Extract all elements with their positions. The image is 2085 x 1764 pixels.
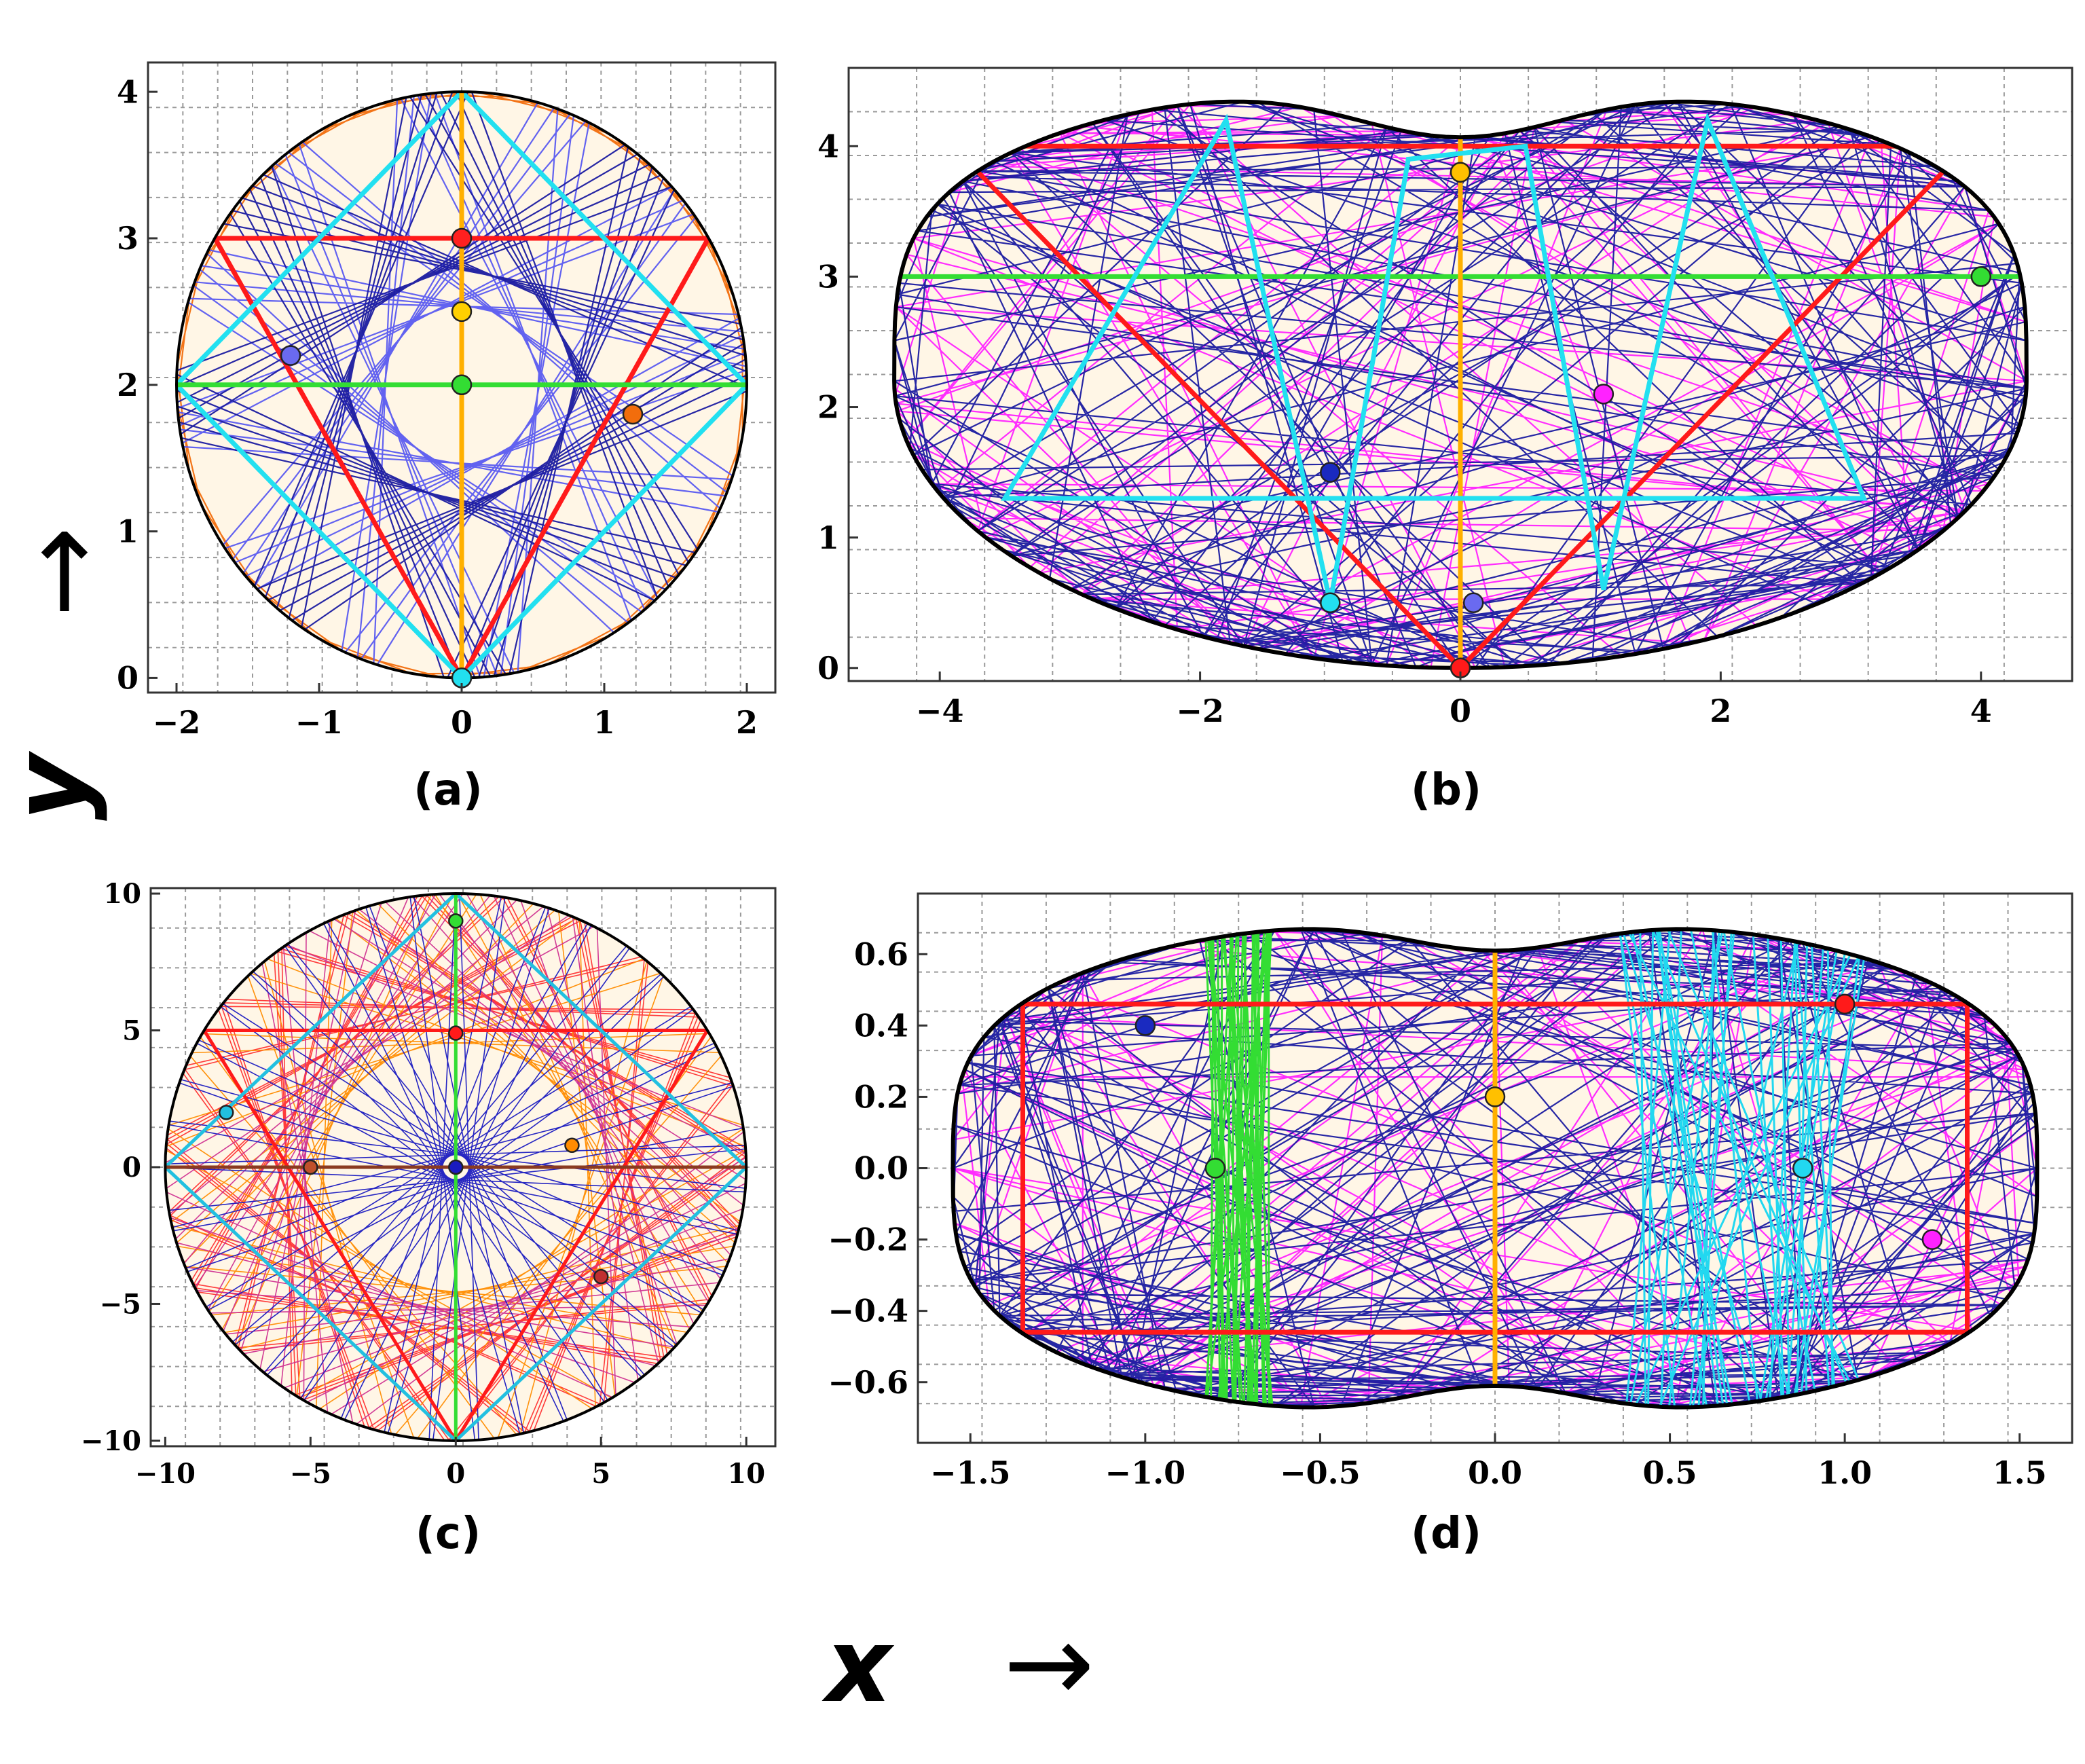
orbit-series	[165, 894, 746, 1439]
y-tick-label: −0.4	[828, 1293, 908, 1329]
x-tick-label: −1.0	[1105, 1454, 1186, 1491]
orbit-path	[177, 92, 747, 678]
y-tick-label: 4	[117, 73, 139, 110]
x-axis-arrow: →	[1003, 1600, 1094, 1727]
x-tick-label: −2	[153, 704, 201, 741]
initial-point-marker	[448, 1159, 464, 1175]
orbit-series	[177, 92, 747, 678]
y-tick-label: 2	[117, 367, 139, 403]
panel-d-plot: −1.5 −1.0 −0.5 0.0 0.5 1.0 1.5 −0.6 −0.4 −0.2 0.0 0…	[828, 892, 2073, 1491]
initial-point-marker	[564, 1137, 580, 1154]
billiard-1	[892, 99, 2029, 670]
billiard-3	[951, 927, 2040, 1410]
y-tick-label: 3	[817, 259, 839, 295]
initial-point-marker	[451, 301, 473, 323]
orbit-path	[165, 894, 746, 1439]
initial-point-marker	[1320, 592, 1341, 613]
panel-c-plot: −10 −5 0 5 10 −10 −5 0 5 10	[81, 878, 777, 1490]
x-tick-label: −10	[135, 1458, 196, 1490]
y-tick-label: 0.4	[854, 1007, 908, 1044]
billiard-boundary	[892, 99, 2029, 670]
initial-point-marker	[1970, 266, 1992, 287]
y-tick-label: −0.2	[828, 1221, 908, 1258]
initial-point-marker	[451, 227, 473, 249]
y-tick-label: 0	[122, 1152, 141, 1183]
panel-b-plot: −4 −2 0 2 4 0 1 2 3 4	[817, 67, 2073, 729]
x-tick-label: 0.5	[1643, 1454, 1697, 1491]
periodic-orbit	[1000, 112, 1868, 604]
initial-point-marker	[1792, 1158, 1813, 1179]
x-tick-label: 10	[727, 1458, 765, 1490]
y-tick-label: 0.2	[854, 1079, 908, 1116]
initial-point-marker	[1834, 993, 1856, 1015]
x-tick-label: −1.5	[930, 1454, 1011, 1491]
initial-point-marker	[451, 374, 473, 396]
y-tick-label: −5	[100, 1288, 141, 1320]
y-tick-label: −10	[81, 1425, 141, 1457]
orbit-path	[177, 92, 747, 678]
panel-a-label: (a)	[413, 765, 483, 815]
y-tick-label: 1	[817, 519, 839, 556]
x-axis-label: x	[822, 1607, 895, 1725]
x-tick-label: −0.5	[1280, 1454, 1361, 1491]
y-tick-label: 3	[117, 220, 139, 257]
y-axis-arrow: ↑	[19, 510, 110, 637]
x-tick-label: 2	[1710, 693, 1731, 729]
x-tick-label: 4	[1970, 693, 1992, 729]
x-tick-label: 5	[591, 1458, 610, 1490]
initial-point-marker	[280, 345, 301, 366]
x-tick-label: 0	[1450, 693, 1471, 729]
initial-point-marker	[1204, 1158, 1226, 1179]
initial-point-marker	[593, 1268, 609, 1285]
initial-point-marker	[1320, 462, 1341, 483]
y-tick-label: 0.0	[854, 1150, 908, 1187]
initial-point-marker	[1593, 384, 1615, 405]
x-tick-label: −1	[295, 704, 344, 741]
orbit-series	[177, 92, 747, 678]
panel-d-label: (d)	[1411, 1509, 1481, 1559]
y-axis-label: y	[0, 750, 109, 821]
initial-point-marker	[1921, 1229, 1943, 1250]
x-tick-label: −2	[1176, 693, 1224, 729]
initial-point-marker	[303, 1159, 318, 1175]
y-tick-label: 10	[103, 878, 141, 910]
initial-point-marker	[1134, 1015, 1156, 1036]
panel-c-label: (c)	[416, 1509, 481, 1559]
y-tick-label: 5	[122, 1015, 141, 1047]
orbit-series	[177, 92, 747, 678]
y-tick-label: 4	[817, 128, 839, 164]
x-tick-label: −5	[290, 1458, 331, 1490]
initial-point-marker	[1462, 592, 1484, 613]
orbit-path	[177, 92, 747, 678]
x-tick-label: −4	[916, 693, 964, 729]
x-tick-label: 0	[451, 704, 473, 741]
y-tick-label: −0.6	[828, 1364, 908, 1401]
y-tick-label: 2	[817, 389, 839, 426]
billiard-boundary	[951, 927, 2040, 1410]
x-tick-label: 1.0	[1818, 1454, 1872, 1491]
x-tick-label: 1	[593, 704, 615, 741]
initial-point-marker	[448, 1025, 464, 1041]
initial-point-marker	[219, 1105, 234, 1120]
x-tick-label: 0.0	[1468, 1454, 1522, 1491]
y-tick-label: 0	[817, 650, 839, 686]
initial-point-marker	[622, 403, 644, 425]
initial-point-marker	[448, 913, 464, 929]
panel-b-label: (b)	[1411, 765, 1481, 815]
y-tick-label: 0	[117, 660, 139, 697]
x-tick-label: 2	[736, 704, 758, 741]
initial-point-marker	[1450, 162, 1471, 183]
initial-point-marker	[1484, 1086, 1506, 1107]
x-tick-label: 1.5	[1993, 1454, 2047, 1491]
y-tick-label: 1	[117, 513, 139, 550]
x-tick-label: 0	[446, 1458, 465, 1490]
y-tick-label: 0.6	[854, 936, 908, 972]
panel-a-plot: −2 −1 0 1 2 0 1 2 3 4	[117, 61, 777, 741]
